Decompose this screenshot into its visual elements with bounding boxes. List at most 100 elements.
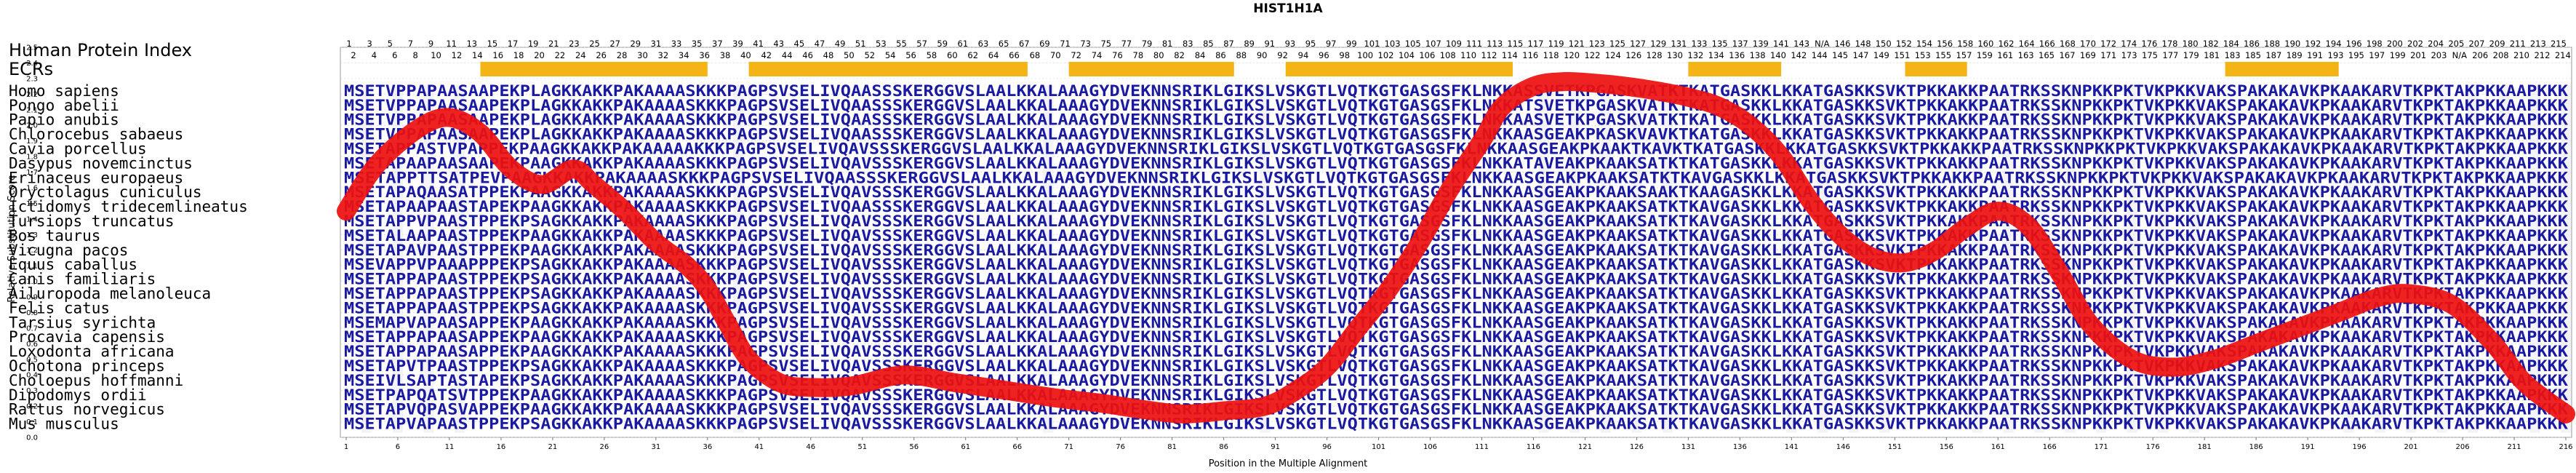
- species-name: Loxodonta africana: [9, 343, 175, 360]
- y-tick-label: 2.3: [26, 75, 38, 83]
- human-index-bottom: 22: [555, 50, 566, 60]
- species-name: Bos taurus: [9, 227, 100, 245]
- human-index-top: 160: [1977, 39, 1993, 49]
- human-index-bottom: 24: [575, 50, 586, 60]
- human-index-top: 29: [630, 39, 641, 49]
- human-index-top: 23: [569, 39, 580, 49]
- human-index-bottom: 8: [413, 50, 418, 60]
- human-index-bottom: 40: [740, 50, 751, 60]
- human-index-top: 115: [1507, 39, 1523, 49]
- human-index-bottom: 171: [2100, 50, 2116, 60]
- human-index-top: 59: [937, 39, 948, 49]
- species-name: Erinaceus europaeus: [9, 169, 183, 186]
- human-index-top: 7: [408, 39, 413, 49]
- human-index-top: 109: [1446, 39, 1462, 49]
- human-index-top: 75: [1100, 39, 1111, 49]
- human-index-top: 79: [1142, 39, 1153, 49]
- human-index-bottom: 62: [967, 50, 978, 60]
- human-index-bottom: 80: [1153, 50, 1164, 60]
- x-tick-label: 186: [2249, 443, 2263, 451]
- human-index-bottom: 161: [1997, 50, 2013, 60]
- y-tick-label: 1.1: [26, 263, 38, 271]
- x-tick-label: 96: [1322, 443, 1332, 451]
- species-name: Equus caballus: [9, 256, 137, 274]
- human-index-top: 103: [1385, 39, 1401, 49]
- variable-column: [2560, 85, 2572, 433]
- human-index-top: 123: [1589, 39, 1605, 49]
- species-name: Dipodomys ordii: [9, 386, 147, 404]
- ecr-bar: [1285, 62, 1513, 76]
- y-tick-label: 2.1: [26, 106, 38, 114]
- human-index-top: 139: [1753, 39, 1769, 49]
- human-index-top: 166: [2039, 39, 2055, 49]
- species-name: Tarsius syrichta: [9, 314, 156, 331]
- human-index-bottom: 136: [1729, 50, 1745, 60]
- human-index-bottom: 106: [1419, 50, 1435, 60]
- species-name: Ailuropoda melanoleuca: [9, 285, 211, 303]
- variable-column: [2405, 85, 2417, 433]
- human-index-top: 209: [2489, 39, 2505, 49]
- x-tick-label: 166: [2043, 443, 2057, 451]
- sequence-row: MSETVPPAPAASAAPEKPLAGKKAKKPAKAAAASKKKPAG…: [344, 82, 2568, 100]
- human-index-top: 170: [2080, 39, 2096, 49]
- human-index-bottom: 122: [1584, 50, 1600, 60]
- human-index-top: 202: [2407, 39, 2423, 49]
- x-tick-label: 41: [754, 443, 764, 451]
- human-index-top: 182: [2203, 39, 2219, 49]
- human-index-bottom: 144: [1812, 50, 1828, 60]
- sequence-row: MSEIVLSAPTASTAPEKPSAGKKAKKPAKAAAASKKKPAG…: [344, 372, 2568, 389]
- human-index-bottom: 88: [1236, 50, 1247, 60]
- axis-layer: 0.0 0.1 0.2 0.3 0.4 0.5 0.6 0.7 0.8 0.9 1.0 1.1 1.2 1…: [26, 44, 2572, 452]
- human-index-top: 31: [651, 39, 662, 49]
- human-index-bottom: 66: [1009, 50, 1020, 60]
- human-index-bottom: 54: [885, 50, 896, 60]
- variable-column: [2468, 85, 2479, 433]
- human-index-top: 146: [1834, 39, 1850, 49]
- species-name: Rattus norvegicus: [9, 401, 165, 418]
- human-index-bottom: 120: [1564, 50, 1580, 60]
- human-index-bottom: 169: [2080, 50, 2096, 60]
- x-tick-label: 56: [909, 443, 919, 451]
- human-index-bottom: 201: [2410, 50, 2426, 60]
- y-tick-label: 0.1: [26, 418, 38, 426]
- human-index-bottom: 48: [823, 50, 834, 60]
- human-index-top: 83: [1183, 39, 1193, 49]
- human-index-top: 61: [958, 39, 969, 49]
- ecr-bar: [2225, 62, 2339, 76]
- x-tick-label: 131: [1681, 443, 1695, 451]
- sequence-row: MSETVPPAPAASAAPEKPLAGKKAKKPAKAAAASKKKPAG…: [344, 126, 2568, 143]
- human-index-bottom: 102: [1378, 50, 1394, 60]
- human-index-top: 35: [692, 39, 703, 49]
- x-tick-label: 6: [396, 443, 400, 451]
- human-index-bottom: 110: [1460, 50, 1476, 60]
- sequence-row: MSETVPPAPAASAAPEKPLAGKKAKKPAKAAAASKKKPAG…: [344, 97, 2568, 114]
- human-index-bottom: 189: [2287, 50, 2303, 60]
- human-index-bottom: 179: [2183, 50, 2199, 60]
- human-index-bottom: 114: [1502, 50, 1518, 60]
- variable-column: [2158, 85, 2169, 433]
- ecr-layer: [480, 62, 2339, 76]
- human-index-top: 186: [2244, 39, 2260, 49]
- species-name: Felis catus: [9, 299, 110, 317]
- human-index-bottom: 82: [1174, 50, 1185, 60]
- human-index-top: 131: [1671, 39, 1687, 49]
- human-index-bottom: 74: [1092, 50, 1103, 60]
- x-tick-label: 46: [806, 443, 815, 451]
- human-index-top: 184: [2223, 39, 2239, 49]
- x-tick-label: 151: [1888, 443, 1902, 451]
- y-axis-label: Relative Substitution Score: [7, 175, 17, 303]
- human-index-bottom: 32: [658, 50, 669, 60]
- human-index-top: 3: [367, 39, 372, 49]
- variable-column: [2375, 85, 2385, 433]
- human-index-bottom: 134: [1708, 50, 1724, 60]
- y-tick-label: 1.6: [26, 184, 38, 192]
- y-tick-label: 0.9: [26, 294, 38, 302]
- human-index-top: 211: [2510, 39, 2526, 49]
- species-name: Pongo abelii: [9, 97, 119, 114]
- text-layer: HIST1H1A Position in the Multiple Alignm…: [7, 1, 2571, 469]
- human-index-top: 127: [1630, 39, 1646, 49]
- human-index-bottom: 108: [1440, 50, 1456, 60]
- variable-column: [1662, 85, 1673, 433]
- y-tick-label: 2.4: [26, 60, 38, 68]
- human-index-top: 95: [1305, 39, 1316, 49]
